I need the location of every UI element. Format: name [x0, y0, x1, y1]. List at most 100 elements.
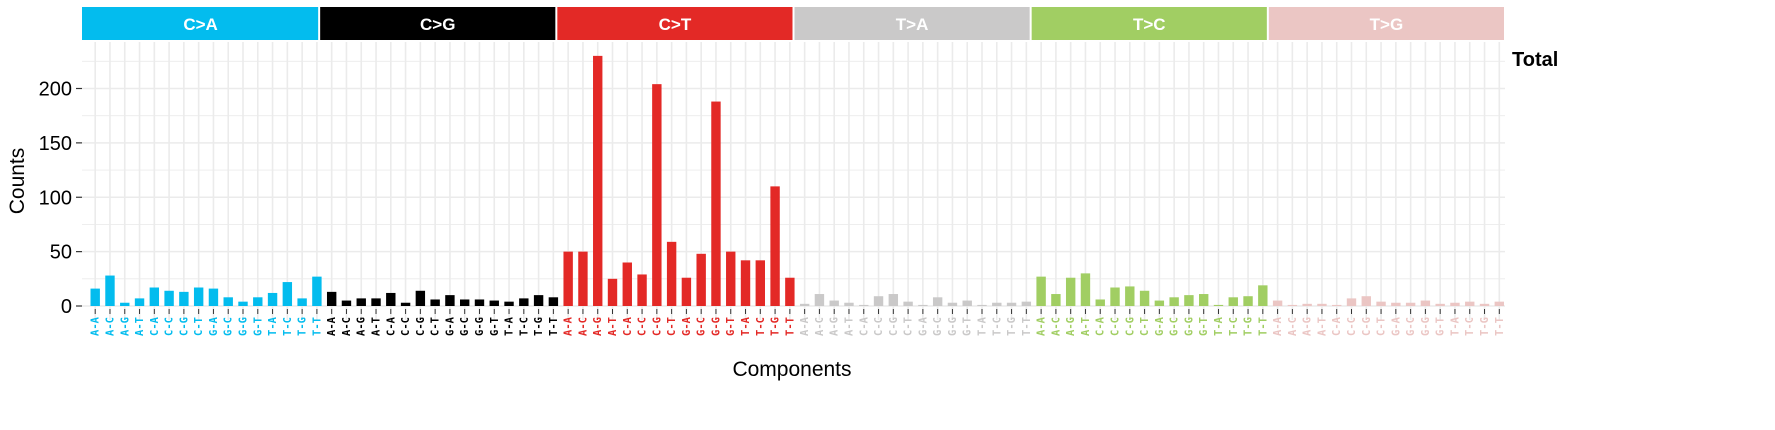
x-tick-label: T-G	[297, 317, 309, 336]
x-tick-label: C-G	[651, 317, 663, 336]
x-tick-label: G-T	[962, 317, 974, 336]
x-tick-label: G-G	[474, 317, 486, 336]
x-tick-label: G-T	[1198, 317, 1210, 336]
x-tick-label: A-C	[104, 317, 116, 336]
bar	[179, 291, 189, 306]
x-tick-label: G-A	[1154, 316, 1166, 336]
x-tick-label: T-T	[1257, 317, 1269, 336]
bar	[814, 294, 825, 306]
x-tick-label: A-A	[90, 316, 102, 336]
bar	[134, 298, 145, 306]
facet-strip-label: T>C	[1133, 15, 1166, 34]
bar	[386, 292, 396, 306]
bar	[356, 298, 366, 306]
bar	[371, 298, 381, 306]
bar	[578, 251, 588, 306]
facet-strip-label: T>A	[896, 15, 929, 34]
x-tick-label: T-A	[1213, 316, 1225, 336]
bar	[238, 301, 248, 306]
x-tick-label: A-T	[371, 317, 383, 336]
bar	[504, 301, 514, 306]
x-tick-label: C-T	[666, 317, 678, 336]
bar	[947, 302, 958, 306]
x-tick-label: T-T	[548, 317, 560, 336]
x-tick-label: C-G	[888, 317, 900, 336]
bar	[1479, 303, 1490, 306]
bar	[726, 251, 736, 306]
gridlines	[82, 42, 1505, 320]
x-tick-label: A-G	[119, 317, 131, 336]
x-tick-label: C-T	[903, 317, 915, 336]
x-tick-label: C-C	[873, 317, 885, 336]
bar	[1391, 302, 1401, 306]
bar	[1287, 304, 1298, 306]
x-tick-label: C-T	[193, 317, 205, 336]
bar	[312, 276, 322, 306]
bar	[844, 302, 854, 306]
x-tick-label: C-G	[1361, 317, 1373, 336]
x-tick-label: T-G	[1006, 317, 1018, 336]
x-tick-label: G-G	[1420, 317, 1432, 336]
x-tick-label: G-T	[252, 317, 264, 336]
x-axis: A-A A-C A-G A-T C-A C-C C-G C-T G-A G-C G-G G-T T-A T…	[90, 309, 1506, 336]
x-tick-label: T-A	[504, 316, 516, 336]
bar	[873, 296, 884, 306]
x-tick-label: A-A	[1036, 316, 1048, 336]
bar	[799, 303, 810, 306]
x-tick-label: G-G	[1183, 317, 1195, 336]
x-tick-label: A-G	[592, 317, 604, 336]
x-tick-label: C-G	[178, 317, 190, 336]
x-tick-label: A-A	[563, 316, 575, 336]
x-tick-label: C-G	[1124, 317, 1136, 336]
x-tick-label: A-T	[843, 317, 855, 336]
bar	[253, 297, 263, 306]
bar	[962, 300, 972, 306]
bar	[282, 282, 293, 306]
bar	[326, 291, 337, 306]
x-tick-label: T-G	[533, 317, 545, 336]
facet-strip-label: C>A	[183, 15, 217, 34]
x-tick-label: G-G	[710, 317, 722, 336]
bar	[1213, 304, 1224, 306]
bar	[681, 277, 692, 306]
bar	[223, 297, 233, 306]
bar	[1435, 303, 1445, 306]
x-tick-label: G-T	[725, 317, 737, 336]
panel-label: Total	[1512, 49, 1558, 71]
x-tick-label: T-C	[282, 317, 294, 336]
x-tick-label: T-T	[1021, 317, 1033, 336]
bar	[460, 299, 470, 306]
bar	[1243, 296, 1253, 306]
facet-strip-label: C>T	[659, 15, 692, 34]
x-tick-label: C-C	[164, 317, 176, 336]
bar	[1361, 296, 1371, 306]
bar	[1169, 297, 1179, 306]
x-tick-label: C-A	[149, 316, 161, 336]
bar	[977, 304, 987, 306]
bar	[297, 298, 307, 306]
bar	[164, 290, 174, 306]
bar	[193, 287, 204, 306]
x-tick-label: A-C	[1287, 317, 1299, 336]
x-tick-label: G-T	[489, 317, 501, 336]
x-tick-label: T-T	[311, 317, 323, 336]
x-tick-label: C-C	[1346, 317, 1358, 336]
bar	[267, 292, 278, 306]
x-tick-label: A-A	[326, 316, 338, 336]
x-tick-label: T-T	[1494, 317, 1506, 336]
bar	[666, 241, 677, 306]
y-tick-label: 150	[39, 133, 72, 155]
bar	[474, 299, 485, 306]
facet-strip	[1031, 7, 1267, 40]
x-tick-label: G-A	[208, 316, 220, 336]
bar	[149, 287, 160, 306]
bar	[1272, 300, 1283, 306]
bar	[1465, 301, 1475, 306]
bar	[918, 304, 928, 306]
bar	[593, 55, 603, 306]
bar	[1302, 303, 1312, 306]
x-tick-label: A-C	[341, 317, 353, 336]
x-tick-label: G-C	[1169, 317, 1181, 336]
facet-strip-label: T>G	[1370, 15, 1404, 34]
x-tick-label: C-A	[1095, 316, 1107, 336]
